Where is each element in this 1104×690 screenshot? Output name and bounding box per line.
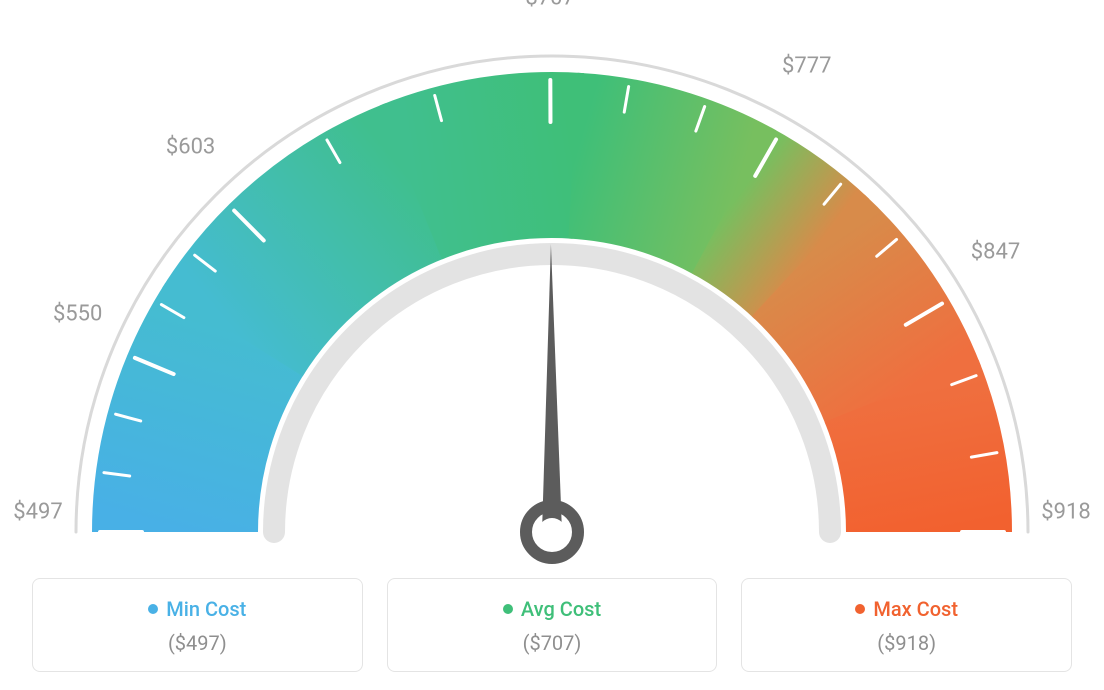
legend-value-max: ($918) bbox=[752, 631, 1061, 655]
legend-dot-min bbox=[148, 604, 158, 614]
gauge-tick-label: $603 bbox=[166, 134, 215, 159]
legend-label-max: Max Cost bbox=[873, 597, 958, 621]
legend-value-min: ($497) bbox=[43, 631, 352, 655]
legend-title-max: Max Cost bbox=[855, 597, 958, 621]
legend-title-avg: Avg Cost bbox=[503, 597, 601, 621]
gauge-tick-label: $777 bbox=[782, 53, 831, 78]
gauge-chart: $497 $550 $603 $707 $777 $847 $918 bbox=[0, 0, 1104, 560]
legend-label-min: Min Cost bbox=[166, 597, 246, 621]
legend-card-avg: Avg Cost ($707) bbox=[387, 578, 718, 672]
legend-card-min: Min Cost ($497) bbox=[32, 578, 363, 672]
legend-dot-max bbox=[855, 604, 865, 614]
legend-title-min: Min Cost bbox=[148, 597, 246, 621]
gauge-tick-label: $918 bbox=[1041, 500, 1090, 525]
gauge-svg bbox=[0, 20, 1104, 580]
legend-card-max: Max Cost ($918) bbox=[741, 578, 1072, 672]
legend-row: Min Cost ($497) Avg Cost ($707) Max Cost… bbox=[0, 578, 1104, 672]
gauge-tick-label: $550 bbox=[53, 301, 102, 326]
legend-dot-avg bbox=[503, 604, 513, 614]
gauge-tick-label: $847 bbox=[971, 240, 1020, 265]
gauge-tick-label: $497 bbox=[13, 500, 62, 525]
legend-label-avg: Avg Cost bbox=[521, 597, 601, 621]
gauge-tick-label: $707 bbox=[525, 0, 574, 11]
legend-value-avg: ($707) bbox=[398, 631, 707, 655]
